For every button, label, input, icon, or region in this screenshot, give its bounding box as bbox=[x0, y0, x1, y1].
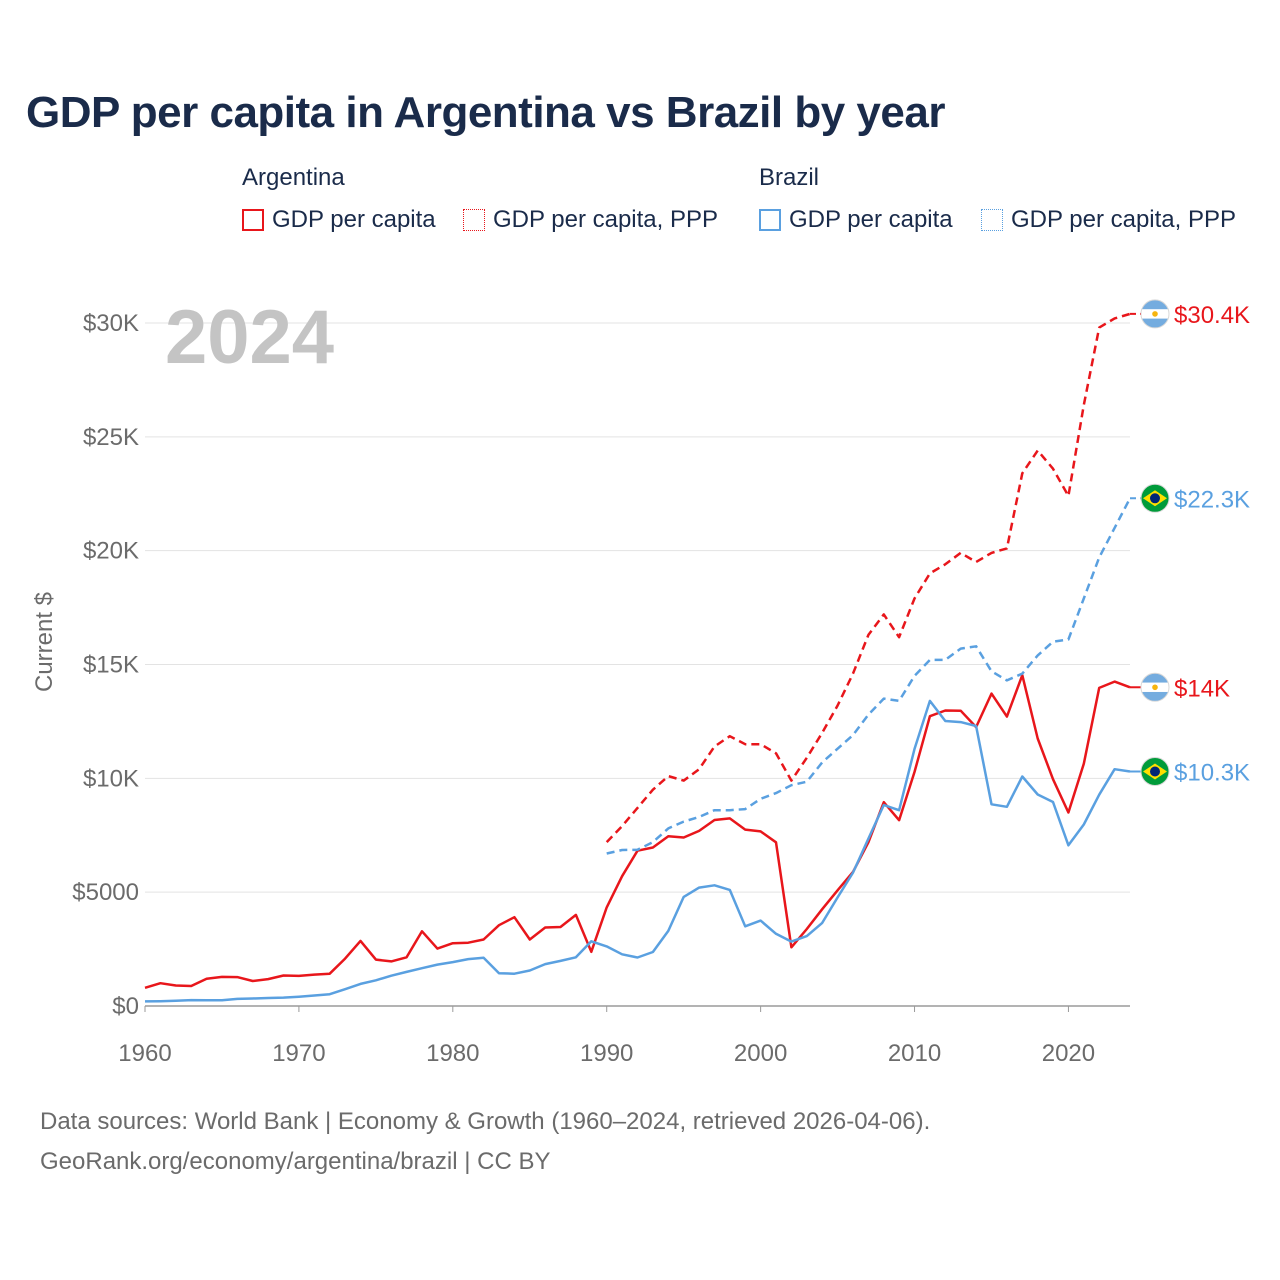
series-end-value-label: $14K bbox=[1174, 675, 1230, 702]
end-label-layer: $14K $30.4K $10.3K $22.3K bbox=[1130, 299, 1250, 787]
series-end-value-label: $22.3K bbox=[1174, 486, 1250, 513]
x-tick-label: 1960 bbox=[118, 1040, 171, 1067]
x-tick-label: 1980 bbox=[426, 1040, 479, 1067]
series-end-value-label: $30.4K bbox=[1174, 302, 1250, 329]
y-tick-label: $25K bbox=[83, 424, 139, 451]
y-axis-label: Current $ bbox=[31, 592, 58, 692]
series-layer bbox=[144, 312, 1132, 1003]
legend-group-brazil: Brazil bbox=[759, 164, 820, 191]
axis-layer: $0 $5000 $10K $15K $20K $25K $30K 1960 1970 1980 1… bbox=[72, 310, 1095, 1067]
legend-group-argentina: Argentina bbox=[242, 164, 345, 191]
y-tick-label: $20K bbox=[83, 538, 139, 565]
series-line-ppp[interactable] bbox=[605, 312, 1131, 843]
series-line-ppp[interactable] bbox=[606, 497, 1132, 855]
y-tick-label: $15K bbox=[83, 652, 139, 679]
legend-swatch-dotted-icon bbox=[463, 209, 485, 231]
brazil-flag-icon bbox=[1140, 483, 1170, 513]
legend-swatch-solid-icon bbox=[242, 209, 264, 231]
x-tick-label: 1990 bbox=[580, 1040, 633, 1067]
footer-sources: Data sources: World Bank | Economy & Gro… bbox=[40, 1108, 931, 1135]
legend-swatch-dotted-icon bbox=[981, 209, 1003, 231]
argentina-flag-icon bbox=[1140, 672, 1170, 702]
legend-label: GDP per capita bbox=[789, 206, 953, 233]
series-line[interactable] bbox=[144, 699, 1131, 1003]
legend-item-argentina-gdp-ppp[interactable]: GDP per capita, PPP bbox=[463, 205, 718, 235]
y-tick-label: $10K bbox=[83, 765, 139, 792]
legend-swatch-solid-icon bbox=[759, 209, 781, 231]
legend-label: GDP per capita, PPP bbox=[493, 206, 718, 233]
grid-layer bbox=[145, 322, 1130, 1007]
y-tick-label: $0 bbox=[112, 993, 139, 1020]
x-tick-label: 1970 bbox=[272, 1040, 325, 1067]
legend-item-argentina-gdp[interactable]: GDP per capita bbox=[242, 205, 436, 235]
x-tick-label: 2000 bbox=[734, 1040, 787, 1067]
y-tick-label: $30K bbox=[83, 310, 139, 337]
series-line[interactable] bbox=[144, 673, 1131, 989]
legend-item-brazil-gdp[interactable]: GDP per capita bbox=[759, 205, 953, 235]
chart-title: GDP per capita in Argentina vs Brazil by… bbox=[26, 88, 945, 137]
legend-item-brazil-gdp-ppp[interactable]: GDP per capita, PPP bbox=[981, 205, 1236, 235]
footer-credit[interactable]: GeoRank.org/economy/argentina/brazil | C… bbox=[40, 1148, 551, 1175]
year-label: 2024 bbox=[165, 295, 334, 380]
brazil-flag-icon bbox=[1140, 757, 1170, 787]
x-tick-label: 2010 bbox=[888, 1040, 941, 1067]
argentina-flag-icon bbox=[1140, 299, 1170, 329]
legend-label: GDP per capita bbox=[272, 206, 436, 233]
x-tick-label: 2020 bbox=[1042, 1040, 1095, 1067]
legend-label: GDP per capita, PPP bbox=[1011, 206, 1236, 233]
y-tick-label: $5000 bbox=[72, 879, 139, 906]
series-end-value-label: $10.3K bbox=[1174, 760, 1250, 787]
